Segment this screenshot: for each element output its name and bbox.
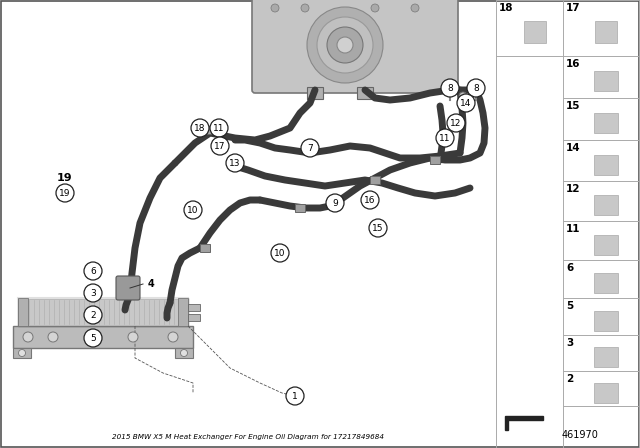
Circle shape xyxy=(84,329,102,347)
Circle shape xyxy=(56,184,74,202)
Text: 10: 10 xyxy=(275,249,285,258)
Circle shape xyxy=(23,332,33,342)
FancyBboxPatch shape xyxy=(594,347,618,367)
FancyBboxPatch shape xyxy=(594,155,618,175)
Text: 11: 11 xyxy=(566,224,580,234)
Text: 12: 12 xyxy=(451,119,461,128)
Text: 15: 15 xyxy=(372,224,384,233)
Circle shape xyxy=(189,208,196,214)
Text: 2: 2 xyxy=(90,310,96,319)
FancyBboxPatch shape xyxy=(370,176,380,184)
FancyBboxPatch shape xyxy=(594,273,618,293)
FancyBboxPatch shape xyxy=(594,310,618,331)
Circle shape xyxy=(327,27,363,63)
FancyBboxPatch shape xyxy=(595,21,617,43)
Text: 6: 6 xyxy=(566,263,573,273)
Circle shape xyxy=(337,37,353,53)
Text: 17: 17 xyxy=(566,3,580,13)
Text: 16: 16 xyxy=(566,59,580,69)
Circle shape xyxy=(436,129,454,147)
Text: 10: 10 xyxy=(188,206,199,215)
Text: 6: 6 xyxy=(90,267,96,276)
Text: 3: 3 xyxy=(566,338,573,348)
Circle shape xyxy=(48,332,58,342)
FancyBboxPatch shape xyxy=(252,0,458,93)
Circle shape xyxy=(317,17,373,73)
FancyBboxPatch shape xyxy=(594,195,618,215)
FancyBboxPatch shape xyxy=(357,87,373,99)
FancyBboxPatch shape xyxy=(524,21,545,43)
Text: 461970: 461970 xyxy=(561,430,598,440)
Circle shape xyxy=(19,349,26,357)
Circle shape xyxy=(84,262,102,280)
Text: 11: 11 xyxy=(439,134,451,142)
Circle shape xyxy=(226,154,244,172)
FancyBboxPatch shape xyxy=(594,234,618,254)
Circle shape xyxy=(88,332,98,342)
Text: 9: 9 xyxy=(332,198,338,207)
FancyBboxPatch shape xyxy=(430,156,440,164)
Polygon shape xyxy=(207,122,223,134)
Text: 4: 4 xyxy=(148,279,155,289)
Circle shape xyxy=(371,4,379,12)
Circle shape xyxy=(271,244,289,262)
Circle shape xyxy=(301,4,309,12)
Circle shape xyxy=(441,79,459,97)
Text: 2015 BMW X5 M Heat Exchanger For Engine Oil Diagram for 17217849684: 2015 BMW X5 M Heat Exchanger For Engine … xyxy=(112,434,384,440)
FancyBboxPatch shape xyxy=(200,244,210,252)
Circle shape xyxy=(210,119,228,137)
Circle shape xyxy=(361,191,379,209)
FancyBboxPatch shape xyxy=(13,348,31,358)
Circle shape xyxy=(457,94,475,112)
Text: 19: 19 xyxy=(57,173,73,183)
Text: 14: 14 xyxy=(566,143,580,153)
FancyBboxPatch shape xyxy=(18,298,28,326)
Circle shape xyxy=(180,349,188,357)
Text: 5: 5 xyxy=(90,333,96,343)
Text: 2: 2 xyxy=(566,374,573,384)
FancyBboxPatch shape xyxy=(175,348,193,358)
FancyBboxPatch shape xyxy=(178,298,188,326)
Polygon shape xyxy=(505,416,543,430)
Text: 16: 16 xyxy=(364,195,376,204)
Text: 18: 18 xyxy=(195,124,205,133)
Text: 1: 1 xyxy=(292,392,298,401)
Circle shape xyxy=(326,194,344,212)
Circle shape xyxy=(307,7,383,83)
FancyBboxPatch shape xyxy=(594,383,618,402)
Circle shape xyxy=(84,306,102,324)
FancyBboxPatch shape xyxy=(188,314,200,321)
Circle shape xyxy=(184,201,202,219)
Circle shape xyxy=(301,139,319,157)
Text: 3: 3 xyxy=(90,289,96,297)
FancyBboxPatch shape xyxy=(307,87,323,99)
Text: 13: 13 xyxy=(229,159,241,168)
Circle shape xyxy=(271,4,279,12)
Circle shape xyxy=(472,81,480,89)
Circle shape xyxy=(369,219,387,237)
Text: 12: 12 xyxy=(566,184,580,194)
Text: 17: 17 xyxy=(214,142,226,151)
Circle shape xyxy=(128,332,138,342)
Circle shape xyxy=(168,332,178,342)
FancyBboxPatch shape xyxy=(116,276,140,300)
Circle shape xyxy=(274,248,286,260)
Text: 11: 11 xyxy=(213,124,225,133)
FancyBboxPatch shape xyxy=(295,204,305,212)
FancyBboxPatch shape xyxy=(594,71,618,91)
Circle shape xyxy=(276,251,284,257)
Circle shape xyxy=(84,284,102,302)
Text: 5: 5 xyxy=(566,301,573,311)
Circle shape xyxy=(187,205,199,217)
Circle shape xyxy=(211,137,229,155)
Circle shape xyxy=(459,92,467,100)
FancyBboxPatch shape xyxy=(594,113,618,133)
Text: 14: 14 xyxy=(460,99,472,108)
Text: 8: 8 xyxy=(473,83,479,92)
Text: 15: 15 xyxy=(566,101,580,111)
Circle shape xyxy=(447,114,465,132)
FancyBboxPatch shape xyxy=(18,298,188,326)
FancyBboxPatch shape xyxy=(13,326,193,348)
Circle shape xyxy=(446,81,454,89)
